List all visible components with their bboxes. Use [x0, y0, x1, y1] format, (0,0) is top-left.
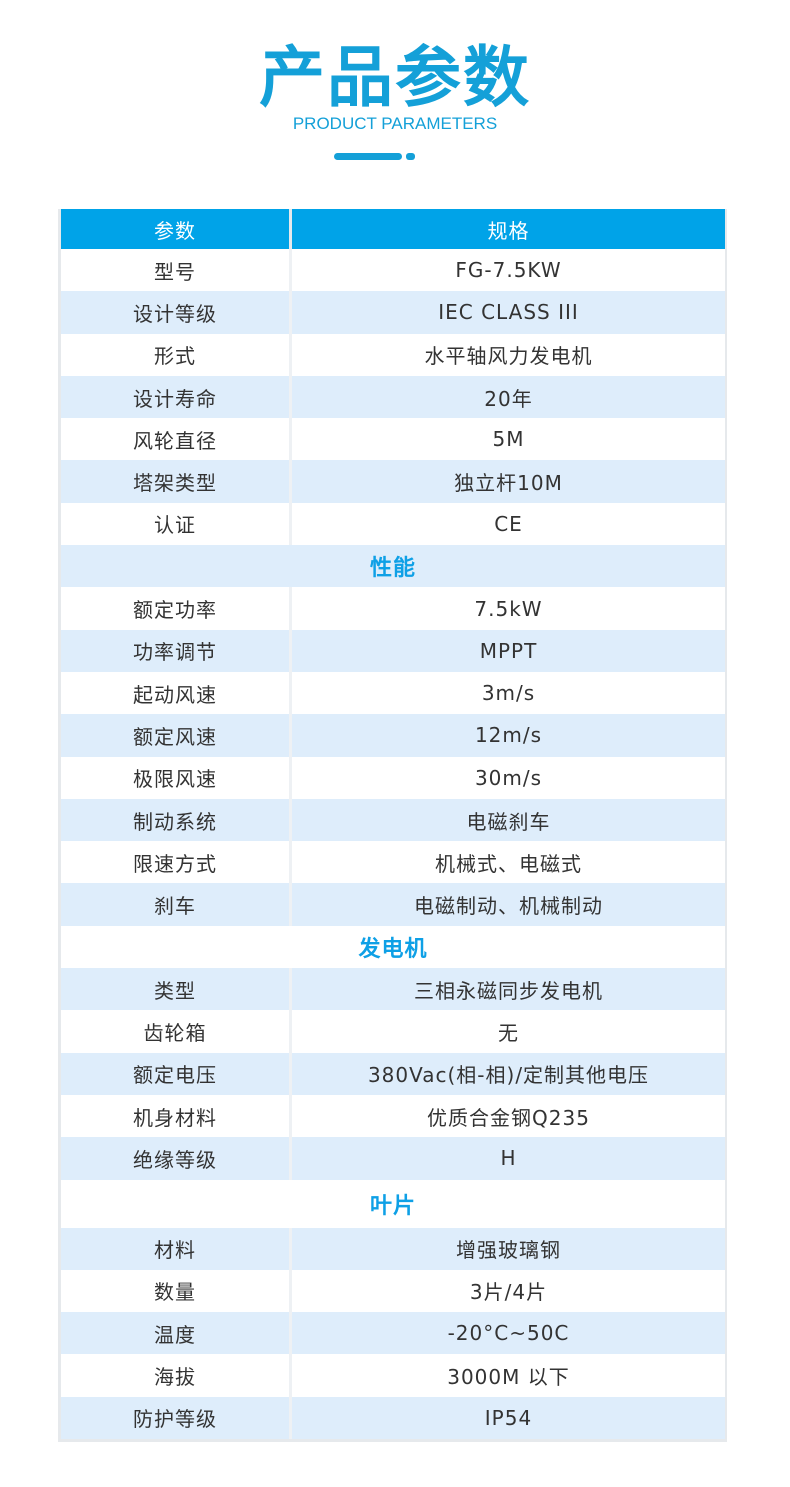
- table-row: 风轮直径 5M: [61, 418, 725, 461]
- page-title: 产品参数: [259, 39, 531, 116]
- param-name: 海拔: [61, 1354, 292, 1397]
- param-name: 温度: [61, 1312, 292, 1355]
- param-value: H: [500, 1146, 517, 1171]
- param-name: 数量: [61, 1269, 292, 1313]
- decorative-dot: [406, 153, 415, 160]
- param-value: 12m/s: [474, 723, 543, 748]
- table-row: 型号 FG-7.5KW: [61, 249, 725, 292]
- table-row: 材料 增强玻璃钢: [61, 1227, 725, 1270]
- param-name: 功率调节: [61, 629, 292, 672]
- param-name: 类型: [61, 968, 292, 1011]
- table-row: 形式 水平轴风力发电机: [61, 333, 725, 376]
- param-name: 极限风速: [61, 756, 292, 799]
- param-name: 额定电压: [61, 1052, 292, 1095]
- param-value: 3000M 以下: [447, 1365, 570, 1390]
- param-value: 电磁刹车: [466, 809, 551, 834]
- param-name: 制动系统: [61, 798, 292, 842]
- table-row: 类型 三相永磁同步发电机: [61, 968, 725, 1011]
- param-value: 水平轴风力发电机: [424, 344, 593, 369]
- param-value: 380Vac(相-相)/定制其他电压: [367, 1063, 650, 1088]
- table-row: 功率调节 MPPT: [61, 629, 725, 672]
- param-name: 额定功率: [61, 587, 292, 630]
- table-row: 极限风速 30m/s: [61, 756, 725, 799]
- param-value: 3m/s: [481, 681, 536, 706]
- param-name: 型号: [61, 249, 292, 292]
- param-value: 三相永磁同步发电机: [414, 978, 603, 1003]
- page-subtitle: PRODUCT PARAMETERS: [292, 114, 498, 133]
- parameters-table: 参数 规格 型号 FG-7.5KW 设计等级 IEC CLASS III 形式 水平轴风力…: [58, 209, 727, 1443]
- param-value: FG-7.5KW: [455, 258, 562, 283]
- section-row: 发电机: [61, 925, 725, 969]
- section-title: 性能: [369, 556, 416, 582]
- param-name: 设计等级: [61, 291, 292, 334]
- table-row: 齿轮箱 无: [61, 1010, 725, 1053]
- section-row: 性能: [61, 545, 725, 588]
- decorative-bar: [334, 153, 402, 160]
- param-name: 绝缘等级: [61, 1137, 292, 1180]
- table-row: 额定风速 12m/s: [61, 714, 725, 757]
- param-name: 设计寿命: [61, 375, 292, 419]
- param-value: CE: [494, 511, 523, 536]
- column-header-param: 参数: [61, 209, 292, 249]
- param-name: 材料: [61, 1227, 292, 1270]
- table-row: 制动系统 电磁刹车: [61, 798, 725, 842]
- table-row: 绝缘等级 H: [61, 1137, 725, 1180]
- table-row: 额定功率 7.5kW: [61, 587, 725, 630]
- param-name: 防护等级: [61, 1396, 292, 1440]
- table-row: 海拔 3000M 以下: [61, 1354, 725, 1397]
- param-name: 额定风速: [61, 714, 292, 757]
- param-value: -20°C~50C: [447, 1321, 570, 1346]
- param-value: IEC CLASS III: [438, 300, 579, 325]
- table-row: 设计寿命 20年: [61, 375, 725, 419]
- table-row: 数量 3片/4片: [61, 1269, 725, 1313]
- param-value: 20年: [484, 386, 533, 411]
- param-value: 优质合金钢Q235: [427, 1105, 590, 1130]
- param-value: 机械式、电磁式: [435, 851, 582, 876]
- param-value: 3片/4片: [469, 1280, 548, 1305]
- column-header-spec: 规格: [487, 218, 530, 243]
- param-name: 起动风速: [61, 671, 292, 715]
- table-row: 限速方式 机械式、电磁式: [61, 841, 725, 884]
- param-name: 机身材料: [61, 1094, 292, 1138]
- table-header: 参数 规格: [61, 209, 725, 249]
- table-row: 塔架类型 独立杆10M: [61, 460, 725, 503]
- table-row: 额定电压 380Vac(相-相)/定制其他电压: [61, 1052, 725, 1095]
- param-value: 独立杆10M: [454, 471, 563, 496]
- param-value: 5M: [492, 427, 525, 452]
- table-row: 认证 CE: [61, 502, 725, 546]
- param-value: IP54: [484, 1405, 533, 1430]
- param-name: 塔架类型: [61, 460, 292, 503]
- param-name: 风轮直径: [61, 418, 292, 461]
- param-name: 齿轮箱: [61, 1010, 292, 1053]
- section-row: 叶片: [61, 1179, 725, 1228]
- table-row: 防护等级 IP54: [61, 1396, 725, 1440]
- table-row: 刹车 电磁制动、机械制动: [61, 883, 725, 926]
- param-value: 无: [498, 1020, 519, 1045]
- param-name: 刹车: [61, 883, 292, 926]
- param-name: 形式: [61, 333, 292, 376]
- section-title: 叶片: [369, 1193, 416, 1219]
- param-name: 限速方式: [61, 841, 292, 884]
- param-value: 7.5kW: [474, 596, 543, 621]
- table-row: 设计等级 IEC CLASS III: [61, 291, 725, 334]
- param-value: 电磁制动、机械制动: [414, 894, 603, 919]
- table-row: 机身材料 优质合金钢Q235: [61, 1094, 725, 1138]
- param-name: 认证: [61, 502, 292, 546]
- table-row: 起动风速 3m/s: [61, 671, 725, 715]
- table-row: 温度 -20°C~50C: [61, 1312, 725, 1355]
- param-value: 增强玻璃钢: [456, 1238, 561, 1263]
- section-title: 发电机: [358, 936, 428, 962]
- param-value: MPPT: [479, 638, 538, 663]
- param-value: 30m/s: [474, 765, 543, 790]
